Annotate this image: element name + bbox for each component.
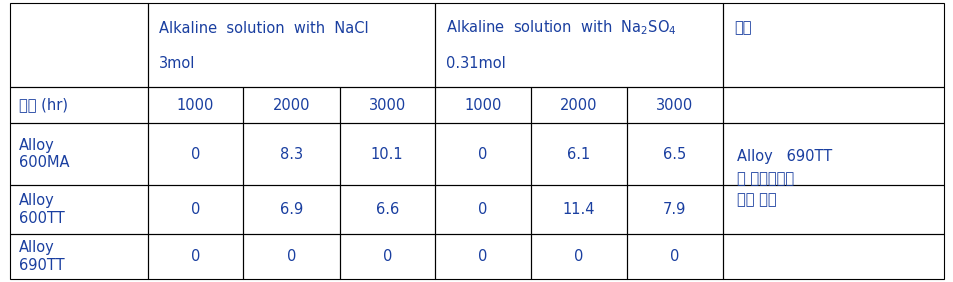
Bar — [531, 123, 626, 185]
Bar — [10, 185, 148, 233]
Bar — [435, 87, 531, 123]
Bar — [531, 233, 626, 279]
Bar — [435, 185, 531, 233]
Bar — [626, 185, 722, 233]
Text: 1000: 1000 — [464, 98, 501, 113]
Text: 열에 강함: 열에 강함 — [736, 192, 776, 207]
Text: Alloy
600TT: Alloy 600TT — [19, 193, 65, 226]
Text: 0: 0 — [477, 249, 487, 264]
Bar — [243, 185, 339, 233]
Text: 0: 0 — [574, 249, 583, 264]
Bar — [435, 123, 531, 185]
Text: 0: 0 — [287, 249, 295, 264]
Bar — [435, 3, 722, 87]
Bar — [722, 185, 943, 233]
Bar — [148, 3, 435, 87]
Text: 10.1: 10.1 — [371, 147, 403, 162]
Bar — [339, 123, 435, 185]
Text: 0: 0 — [191, 249, 200, 264]
Text: 비고: 비고 — [734, 21, 751, 36]
Bar — [243, 123, 339, 185]
Bar — [435, 233, 531, 279]
Text: 0: 0 — [191, 147, 200, 162]
Bar — [10, 87, 148, 123]
Text: 2000: 2000 — [273, 98, 310, 113]
Bar — [148, 233, 243, 279]
Text: 0: 0 — [191, 202, 200, 217]
Bar — [722, 3, 943, 87]
Text: 3000: 3000 — [368, 98, 405, 113]
Bar — [10, 233, 148, 279]
Text: 6.1: 6.1 — [567, 147, 590, 162]
Bar — [339, 87, 435, 123]
Text: Alkaline  solution  with  NaCl: Alkaline solution with NaCl — [159, 21, 369, 36]
Bar — [10, 123, 148, 185]
Text: 0: 0 — [382, 249, 392, 264]
Text: 0.31mol: 0.31mol — [446, 56, 505, 71]
Bar — [243, 87, 339, 123]
Text: 7.9: 7.9 — [662, 202, 686, 217]
Bar — [243, 233, 339, 279]
Text: 0: 0 — [669, 249, 679, 264]
Bar — [148, 185, 243, 233]
Text: 8.3: 8.3 — [279, 147, 303, 162]
Text: 0: 0 — [477, 147, 487, 162]
Bar — [531, 87, 626, 123]
Text: 시간 (hr): 시간 (hr) — [19, 98, 68, 113]
Text: 11.4: 11.4 — [562, 202, 595, 217]
Bar — [148, 123, 243, 185]
Text: 2000: 2000 — [559, 98, 597, 113]
Bar — [626, 87, 722, 123]
Text: 6.6: 6.6 — [375, 202, 398, 217]
Text: 1000: 1000 — [176, 98, 214, 113]
Text: 0: 0 — [477, 202, 487, 217]
Text: Alloy
690TT: Alloy 690TT — [19, 240, 65, 273]
Bar — [722, 233, 943, 279]
Text: 3mol: 3mol — [159, 56, 195, 71]
Text: 는 응력부식균: 는 응력부식균 — [736, 171, 793, 186]
Text: Alkaline  solution  with  Na$_2$SO$_4$: Alkaline solution with Na$_2$SO$_4$ — [446, 19, 676, 38]
Text: Alloy   690TT: Alloy 690TT — [736, 149, 831, 164]
Text: 6.5: 6.5 — [662, 147, 685, 162]
Bar — [10, 3, 148, 87]
Bar — [626, 123, 722, 185]
Bar — [722, 123, 943, 185]
Bar — [339, 185, 435, 233]
Bar — [626, 233, 722, 279]
Text: Alloy
600MA: Alloy 600MA — [19, 138, 70, 170]
Text: 3000: 3000 — [656, 98, 693, 113]
Text: 6.9: 6.9 — [279, 202, 303, 217]
Bar — [339, 233, 435, 279]
Bar — [722, 87, 943, 123]
Bar — [148, 87, 243, 123]
Bar — [531, 185, 626, 233]
